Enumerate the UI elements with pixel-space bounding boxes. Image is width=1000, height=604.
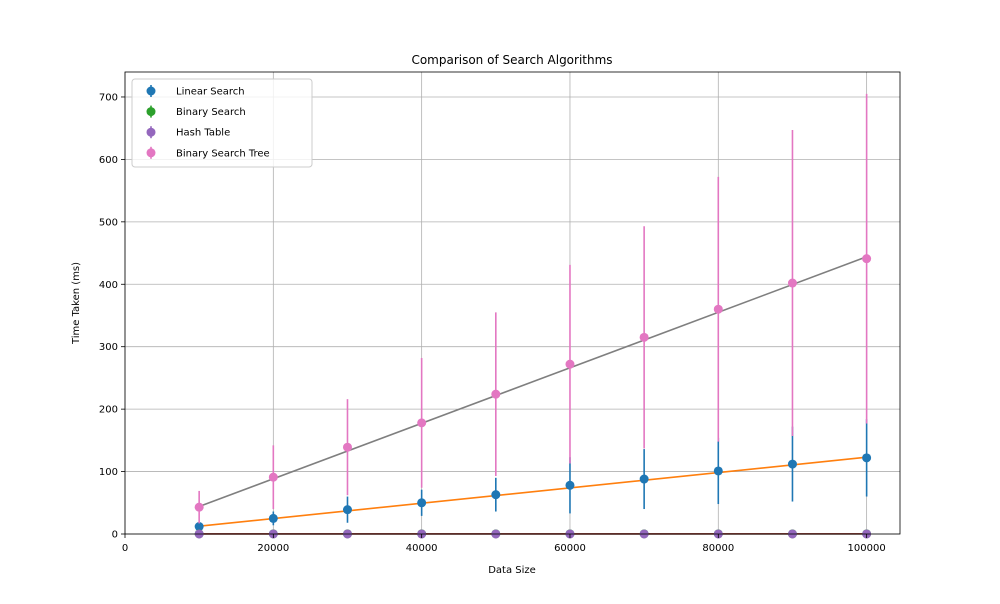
y-tick-label: 0	[112, 530, 118, 541]
data-point	[640, 475, 649, 484]
y-tick-label: 400	[99, 280, 118, 291]
legend-marker-icon	[147, 148, 156, 157]
legend-label: Linear Search	[176, 87, 245, 98]
trend-line	[199, 457, 866, 526]
data-point	[195, 503, 204, 512]
series-linear-search	[195, 419, 871, 531]
data-point	[788, 279, 797, 288]
data-point	[269, 514, 278, 523]
chart-title: Comparison of Search Algorithms	[411, 53, 612, 67]
legend-label: Hash Table	[176, 128, 230, 139]
x-tick-label: 60000	[554, 543, 586, 554]
x-tick-label: 80000	[702, 543, 734, 554]
fit-lines-layer	[199, 257, 866, 534]
y-tick-label: 500	[99, 217, 118, 228]
y-tick-label: 100	[99, 467, 118, 478]
data-point	[343, 505, 352, 514]
y-tick-label: 600	[99, 155, 118, 166]
legend-label: Binary Search	[176, 107, 246, 118]
y-tick-label: 700	[99, 92, 118, 103]
data-point	[862, 254, 871, 263]
data-point	[491, 390, 500, 399]
data-point	[640, 333, 649, 342]
x-axis-label: Data Size	[488, 565, 536, 576]
data-point	[269, 473, 278, 482]
x-tick-label: 40000	[406, 543, 438, 554]
y-tick-label: 300	[99, 342, 118, 353]
legend: Linear Search Binary Search Hash Table Bina…	[132, 79, 312, 167]
x-tick-label: 0	[122, 543, 128, 554]
data-point	[343, 443, 352, 452]
y-tick-label: 200	[99, 405, 118, 416]
trend-line	[199, 257, 866, 507]
data-point	[788, 460, 797, 469]
x-tick-label: 20000	[257, 543, 289, 554]
legend-marker-icon	[147, 128, 156, 137]
legend-marker-icon	[147, 87, 156, 96]
data-point	[565, 481, 574, 490]
data-point	[714, 305, 723, 314]
legend-label: Binary Search Tree	[176, 148, 270, 159]
data-point	[714, 466, 723, 475]
data-point	[565, 360, 574, 369]
y-axis-label: Time Taken (ms)	[71, 262, 82, 345]
data-point	[417, 498, 426, 507]
data-point	[491, 490, 500, 499]
data-point	[417, 418, 426, 427]
x-tick-label: 100000	[848, 543, 886, 554]
data-point	[862, 453, 871, 462]
legend-marker-icon	[147, 107, 156, 116]
